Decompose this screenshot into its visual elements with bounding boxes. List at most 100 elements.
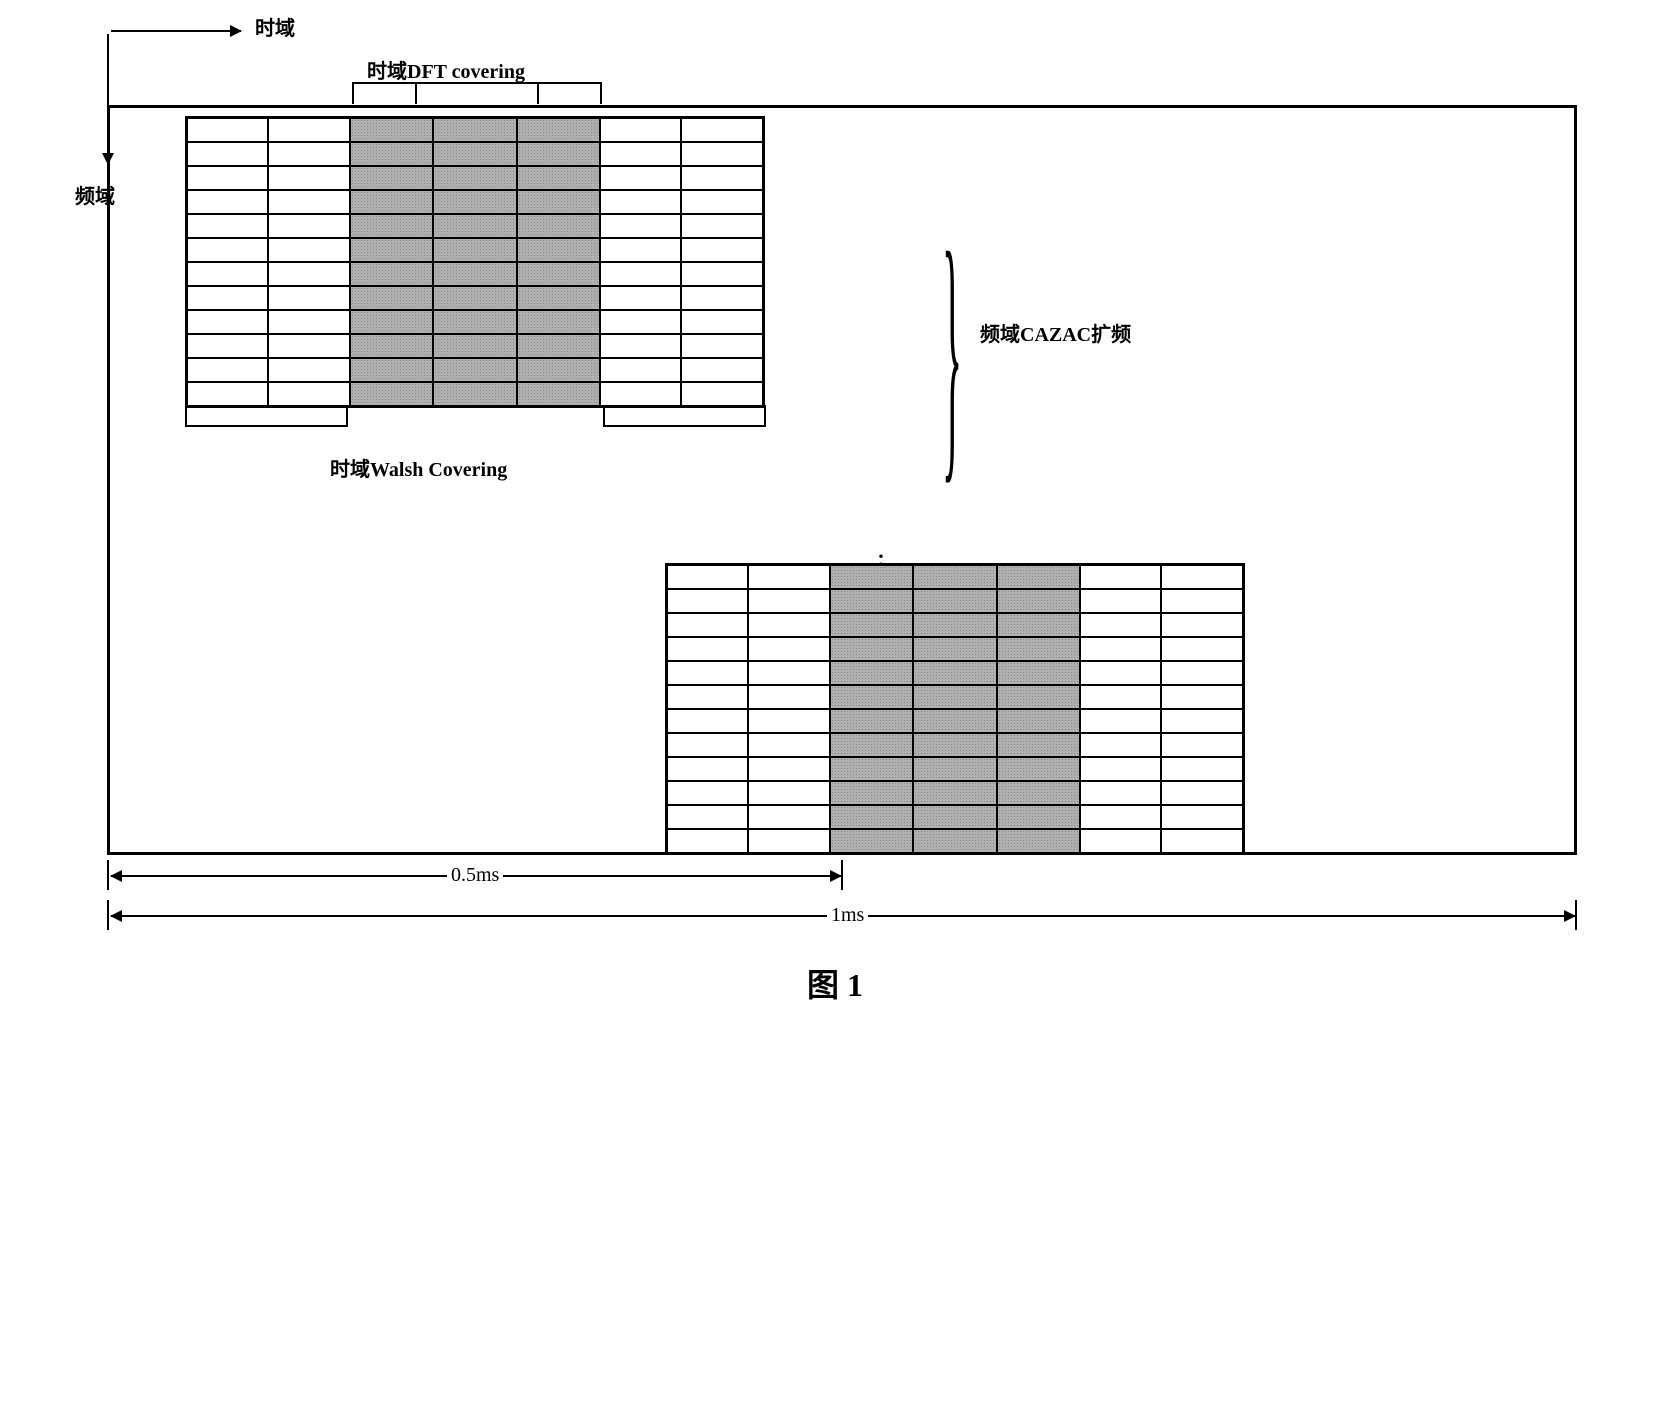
- grid-cell: [748, 613, 829, 637]
- grid-row: [187, 190, 763, 214]
- grid-cell: [433, 382, 516, 406]
- grid-cell: [1080, 829, 1161, 853]
- grid-cell: [997, 685, 1080, 709]
- grid-cell: [350, 118, 433, 142]
- grid-cell: [1161, 805, 1242, 829]
- grid-cell: [433, 262, 516, 286]
- grid-cell: [350, 190, 433, 214]
- grid-row: [187, 262, 763, 286]
- grid-cell: [830, 733, 913, 757]
- grid-cell: [913, 637, 996, 661]
- grid-cell: [667, 661, 748, 685]
- grid-cell: [187, 382, 268, 406]
- grid-cell: [913, 733, 996, 757]
- grid-cell: [667, 637, 748, 661]
- grid-cell: [433, 334, 516, 358]
- grid-cell: [600, 358, 681, 382]
- grid-cell: [187, 310, 268, 334]
- grid-cell: [681, 142, 762, 166]
- dim-tick-left: [107, 860, 109, 890]
- grid-cell: [830, 757, 913, 781]
- grid-cell: [600, 190, 681, 214]
- grid-cell: [681, 382, 762, 406]
- grid-cell: [600, 262, 681, 286]
- grid-cell: [350, 286, 433, 310]
- grid-cell: [433, 310, 516, 334]
- grid-cell: [748, 805, 829, 829]
- grid-cell: [830, 661, 913, 685]
- grid-cell: [187, 214, 268, 238]
- grid-cell: [997, 757, 1080, 781]
- grid-cell: [997, 733, 1080, 757]
- grid-cell: [350, 334, 433, 358]
- grid-cell: [268, 214, 349, 238]
- grid-cell: [681, 190, 762, 214]
- dim-label-half: 0.5ms: [447, 864, 503, 887]
- grid-cell: [187, 166, 268, 190]
- grid-cell: [748, 733, 829, 757]
- grid-cell: [1161, 781, 1242, 805]
- grid-cell: [433, 358, 516, 382]
- grid-cell: [268, 310, 349, 334]
- dim-tick-full-left: [107, 900, 109, 930]
- grid-cell: [748, 589, 829, 613]
- grid-row: [187, 382, 763, 406]
- grid-cell: [830, 613, 913, 637]
- grid-cell: [1161, 709, 1242, 733]
- figure-caption: 图 1: [807, 960, 863, 1006]
- grid-cell: [830, 709, 913, 733]
- grid-cell: [830, 829, 913, 853]
- grid-cell: [433, 286, 516, 310]
- grid-row: [667, 637, 1243, 661]
- grid-cell: [433, 166, 516, 190]
- grid-row: [667, 589, 1243, 613]
- grid-cell: [600, 166, 681, 190]
- grid-cell: [1080, 685, 1161, 709]
- grid-cell: [268, 262, 349, 286]
- grid-cell: [913, 685, 996, 709]
- grid-cell: [517, 118, 600, 142]
- grid-row: [667, 613, 1243, 637]
- grid-cell: [1080, 637, 1161, 661]
- grid-cell: [187, 118, 268, 142]
- cazac-brace: }: [942, 206, 962, 496]
- grid-cell: [830, 781, 913, 805]
- grid-cell: [433, 142, 516, 166]
- grid-cell: [517, 166, 600, 190]
- grid-row: [187, 214, 763, 238]
- grid-row: [667, 661, 1243, 685]
- grid-row: [667, 685, 1243, 709]
- grid-cell: [600, 310, 681, 334]
- grid-cell: [600, 334, 681, 358]
- walsh-bracket-right: [603, 405, 766, 427]
- main-frame: } 频域CAZAC扩频 时域Walsh Covering ····: [107, 105, 1577, 855]
- grid-cell: [997, 661, 1080, 685]
- grid-cell: [350, 214, 433, 238]
- grid-cell: [748, 757, 829, 781]
- grid-cell: [667, 709, 748, 733]
- grid-cell: [1161, 637, 1242, 661]
- grid-cell: [667, 613, 748, 637]
- grid-cell: [913, 613, 996, 637]
- grid-cell: [268, 382, 349, 406]
- dft-covering-label: 时域DFT covering: [367, 55, 525, 84]
- grid-cell: [1161, 757, 1242, 781]
- grid-cell: [913, 757, 996, 781]
- grid-row: [667, 805, 1243, 829]
- grid-cell: [748, 661, 829, 685]
- grid-cell: [1161, 565, 1242, 589]
- grid-cell: [517, 310, 600, 334]
- grid-cell: [433, 118, 516, 142]
- grid-cell: [600, 142, 681, 166]
- grid-cell: [1161, 589, 1242, 613]
- grid-row: [187, 334, 763, 358]
- grid-cell: [433, 238, 516, 262]
- grid-cell: [268, 286, 349, 310]
- grid-row: [187, 166, 763, 190]
- grid-row: [667, 781, 1243, 805]
- grid-cell: [667, 781, 748, 805]
- grid-cell: [748, 829, 829, 853]
- grid-cell: [1080, 709, 1161, 733]
- grid-cell: [667, 829, 748, 853]
- grid-cell: [517, 334, 600, 358]
